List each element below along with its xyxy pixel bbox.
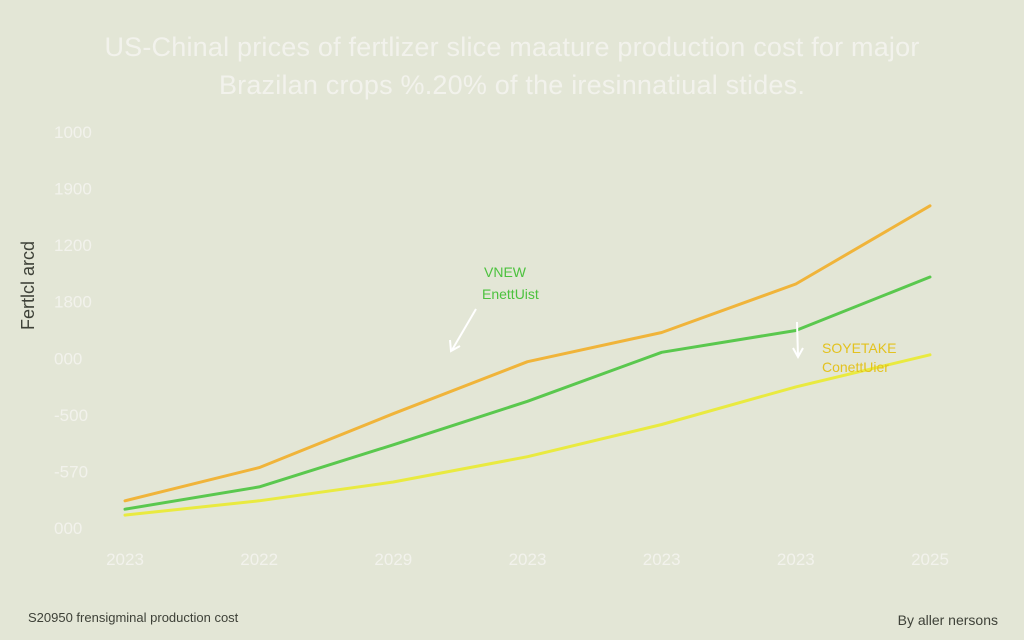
series-line-orange: [123, 204, 932, 503]
yellow-annotation-line-2: ConettUier: [822, 359, 889, 375]
y-tick-label: 1800: [54, 293, 92, 312]
y-tick-label: -570: [54, 462, 88, 481]
chart-title: US-Chinal prices of fertlizer slice maat…: [0, 28, 1024, 104]
y-tick-label: 1000: [54, 123, 92, 142]
y-tick-label: 000: [54, 349, 82, 368]
footer-credit: By aller nersons: [897, 612, 998, 628]
series-lines: [123, 204, 932, 517]
green-annotation-arrow: [451, 308, 477, 351]
series-line-green: [123, 275, 932, 511]
yellow-annotation-line-1: SOYETAKE: [822, 340, 896, 356]
green-annotation: VNEW EnettUist: [449, 264, 539, 353]
green-annotation-line-2: EnettUist: [482, 286, 539, 302]
chart-title-line-2: Brazilan crops %.20% of the iresinnatiua…: [218, 70, 806, 100]
x-tick-label: 2022: [240, 550, 278, 569]
x-tick-label: 2023: [509, 550, 547, 569]
x-axis-ticks: 2023 2022 2029 2023 2023 2023 2025: [106, 550, 949, 569]
yellow-annotation-arrowhead: [792, 347, 804, 360]
chart-title-line-1: US-Chinal prices of fertlizer slice maat…: [104, 32, 920, 62]
y-tick-label: 1200: [54, 236, 92, 255]
y-tick-label: 000: [54, 519, 82, 538]
x-tick-label: 2029: [374, 550, 412, 569]
x-tick-label: 2025: [911, 550, 949, 569]
yellow-annotation: SOYETAKE ConettUier: [792, 321, 896, 375]
x-tick-label: 2023: [777, 550, 815, 569]
x-tick-label: 2023: [106, 550, 144, 569]
y-tick-label: -500: [54, 406, 88, 425]
y-tick-label: 1900: [54, 180, 92, 199]
y-axis-ticks: 1000 1900 1200 1800 000 -500 -570 000: [54, 123, 92, 538]
x-tick-label: 2023: [643, 550, 681, 569]
green-annotation-arrowhead: [449, 339, 461, 353]
footer-note: S20950 frensigminal production cost: [28, 610, 239, 625]
series-line-yellow: [123, 353, 932, 517]
yellow-annotation-arrow: [796, 321, 799, 357]
green-annotation-line-1: VNEW: [484, 264, 527, 280]
